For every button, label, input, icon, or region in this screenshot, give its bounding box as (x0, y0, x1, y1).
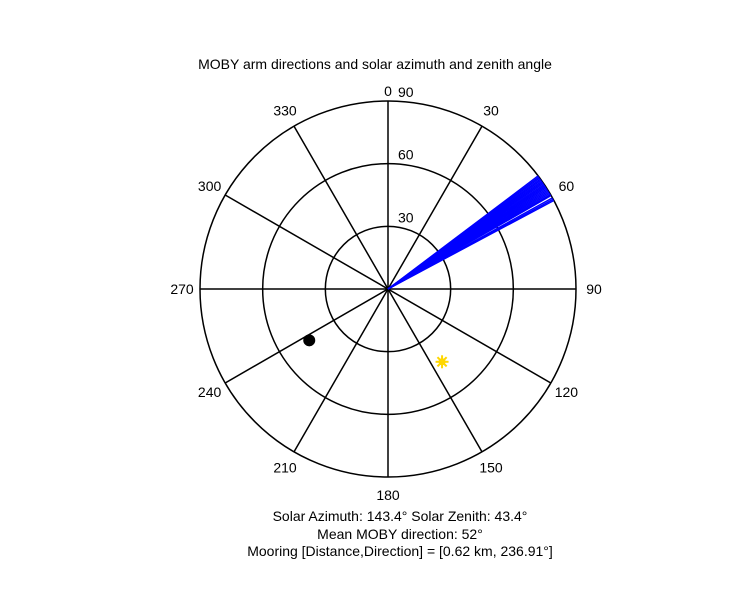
solar-angles-caption: Solar Azimuth: 143.4° Solar Zenith: 43.4… (272, 508, 528, 524)
angle-tick-label: 0 (384, 83, 392, 99)
angle-tick-label: 330 (273, 103, 297, 119)
plot-data (303, 175, 555, 369)
mooring-caption: Mooring [Distance,Direction] = [0.62 km,… (247, 543, 553, 559)
angle-tick-label: 210 (273, 459, 297, 475)
angle-tick-label: 30 (483, 103, 499, 119)
angle-tick-label: 240 (198, 384, 222, 400)
chart-title: MOBY arm directions and solar azimuth an… (198, 56, 552, 72)
angle-tick-label: 90 (586, 281, 602, 297)
angle-tick-label: 300 (198, 178, 222, 194)
radial-tick-label: 30 (398, 209, 414, 225)
mooring-marker (303, 334, 316, 347)
mean-direction-caption: Mean MOBY direction: 52° (317, 526, 483, 542)
radial-tick-label: 60 (398, 147, 414, 163)
sun-marker (435, 355, 449, 369)
radial-tick-label: 90 (398, 84, 414, 100)
arm-direction-line (387, 199, 555, 290)
tick-labels: 0 30 60 90 120 150 180 210 240 270 300 330 30 60 90 (170, 83, 602, 503)
angle-tick-label: 60 (559, 178, 575, 194)
angle-tick-label: 120 (555, 384, 579, 400)
angle-tick-label: 150 (479, 459, 503, 475)
angle-tick-label: 270 (170, 281, 194, 297)
angle-tick-label: 180 (376, 487, 400, 503)
